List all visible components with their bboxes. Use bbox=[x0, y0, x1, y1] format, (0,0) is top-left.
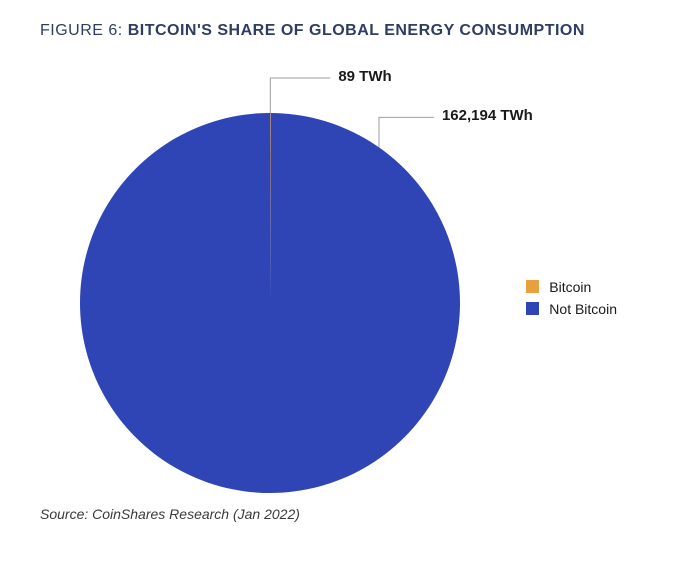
slice-label-bitcoin: 89 TWh bbox=[338, 68, 391, 85]
legend-label-bitcoin: Bitcoin bbox=[549, 279, 591, 295]
slice-label-not-bitcoin: 162,194 TWh bbox=[442, 107, 533, 124]
legend-swatch-bitcoin bbox=[526, 280, 539, 293]
legend-item-bitcoin: Bitcoin bbox=[526, 279, 617, 295]
legend: Bitcoin Not Bitcoin bbox=[526, 273, 617, 323]
legend-swatch-not-bitcoin bbox=[526, 302, 539, 315]
pie-chart: 89 TWh 162,194 TWh Bitcoin Not Bitcoin bbox=[40, 58, 651, 498]
figure-title: FIGURE 6: BITCOIN'S SHARE OF GLOBAL ENER… bbox=[40, 20, 651, 42]
legend-label-not-bitcoin: Not Bitcoin bbox=[549, 301, 617, 317]
figure-title-text: BITCOIN'S SHARE OF GLOBAL ENERGY CONSUMP… bbox=[128, 22, 585, 39]
figure-container: FIGURE 6: BITCOIN'S SHARE OF GLOBAL ENER… bbox=[0, 0, 679, 584]
source-attribution: Source: CoinShares Research (Jan 2022) bbox=[40, 506, 651, 522]
figure-prefix: FIGURE 6: bbox=[40, 22, 128, 39]
legend-item-not-bitcoin: Not Bitcoin bbox=[526, 301, 617, 317]
